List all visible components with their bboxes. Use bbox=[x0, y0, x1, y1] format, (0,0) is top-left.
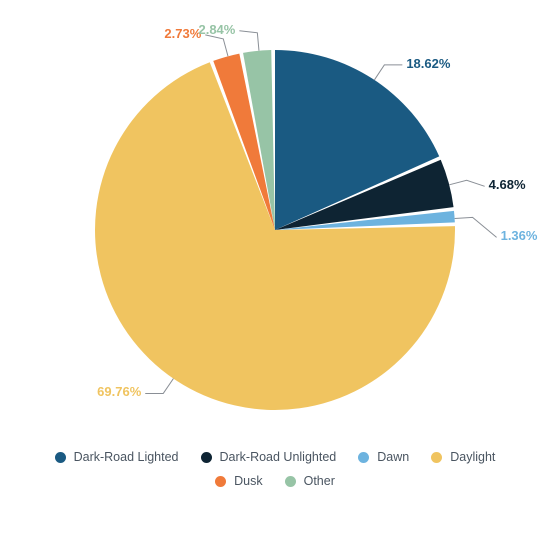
slice-label: 2.84% bbox=[198, 22, 235, 37]
slice-label: 2.73% bbox=[164, 26, 201, 41]
leader-line bbox=[205, 35, 228, 56]
legend-label: Dark-Road Unlighted bbox=[220, 450, 337, 464]
pie-chart: 18.62% 4.68% 1.36% 69.76% 2.73%2.84% bbox=[0, 0, 550, 440]
legend-item: Other bbox=[285, 474, 335, 488]
legend-item: Daylight bbox=[431, 450, 495, 464]
leader-line bbox=[374, 65, 402, 80]
legend-item: Dusk bbox=[215, 474, 262, 488]
leader-line bbox=[145, 379, 173, 394]
legend-swatch bbox=[285, 476, 296, 487]
legend-item: Dark-Road Lighted bbox=[55, 450, 179, 464]
legend-label: Dusk bbox=[234, 474, 262, 488]
legend-label: Dark-Road Lighted bbox=[74, 450, 179, 464]
legend-swatch bbox=[55, 452, 66, 463]
leader-line bbox=[455, 217, 497, 237]
legend-swatch bbox=[201, 452, 212, 463]
slice-label: 18.62% bbox=[406, 56, 450, 71]
legend-item: Dawn bbox=[358, 450, 409, 464]
legend: Dark-Road Lighted Dark-Road Unlighted Dawn… bbox=[0, 440, 550, 488]
slice-label: 1.36% bbox=[501, 228, 538, 243]
legend-swatch bbox=[358, 452, 369, 463]
legend-label: Daylight bbox=[450, 450, 495, 464]
leader-line bbox=[449, 180, 484, 186]
legend-label: Dawn bbox=[377, 450, 409, 464]
legend-label: Other bbox=[304, 474, 335, 488]
legend-swatch bbox=[431, 452, 442, 463]
legend-item: Dark-Road Unlighted bbox=[201, 450, 337, 464]
pie-svg bbox=[0, 0, 550, 440]
legend-swatch bbox=[215, 476, 226, 487]
leader-line bbox=[239, 31, 259, 51]
slice-label: 4.68% bbox=[489, 177, 526, 192]
slice-label: 69.76% bbox=[97, 384, 141, 399]
